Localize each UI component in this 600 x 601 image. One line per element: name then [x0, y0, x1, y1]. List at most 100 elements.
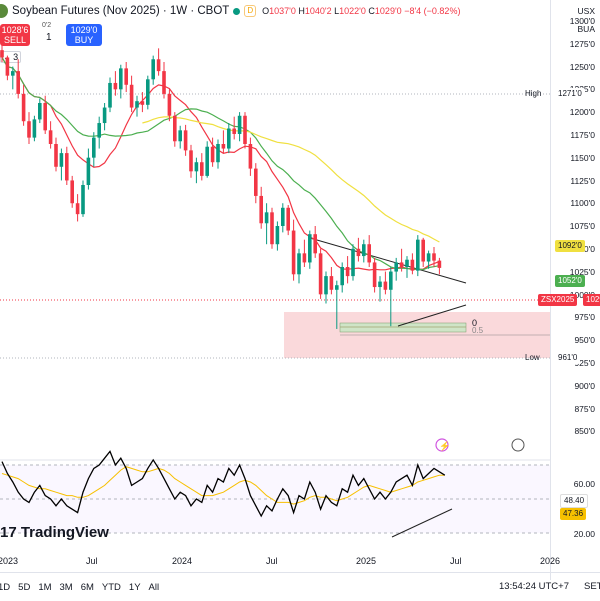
- range-all[interactable]: All: [148, 581, 160, 593]
- candle[interactable]: [27, 121, 31, 138]
- buy-button[interactable]: 1029'0 BUY: [66, 24, 102, 46]
- candle[interactable]: [178, 130, 182, 142]
- clock-label[interactable]: 13:54:24 UTC+7: [499, 581, 569, 592]
- candle[interactable]: [297, 253, 301, 275]
- candle[interactable]: [48, 130, 53, 144]
- range-1d[interactable]: 1D: [0, 581, 11, 593]
- lightning-icon[interactable]: [435, 438, 449, 452]
- candle[interactable]: [318, 253, 323, 295]
- candle[interactable]: [75, 203, 80, 215]
- candle[interactable]: [32, 119, 37, 138]
- sell-button[interactable]: 1028'6 SELL: [0, 24, 30, 46]
- candle[interactable]: [302, 253, 307, 263]
- delayed-badge[interactable]: D: [244, 5, 257, 17]
- candle[interactable]: [151, 59, 155, 80]
- candle[interactable]: [124, 68, 128, 85]
- candle[interactable]: [248, 144, 253, 169]
- candle[interactable]: [113, 82, 118, 90]
- candle[interactable]: [21, 93, 26, 122]
- candle[interactable]: [356, 248, 361, 257]
- candle[interactable]: [362, 244, 366, 257]
- candle[interactable]: [216, 144, 220, 163]
- candle[interactable]: [43, 103, 47, 131]
- settings-label[interactable]: SET: [584, 581, 600, 592]
- candle[interactable]: [167, 93, 172, 116]
- ma-mid-line[interactable]: [1, 57, 440, 271]
- symbol-title[interactable]: Soybean Futures (Nov 2025) · 1W · CBOT: [12, 5, 230, 17]
- candle[interactable]: [351, 248, 355, 277]
- candle[interactable]: [189, 150, 193, 172]
- candle[interactable]: [173, 115, 177, 142]
- candle[interactable]: [102, 107, 107, 124]
- range-3m[interactable]: 3M: [59, 581, 73, 593]
- candle[interactable]: [324, 276, 328, 295]
- candle[interactable]: [308, 234, 312, 263]
- range-5d[interactable]: 5D: [18, 581, 31, 593]
- tradingview-logo[interactable]: 17 TradingView: [0, 524, 109, 541]
- candle[interactable]: [432, 253, 436, 261]
- quantity-field[interactable]: 1: [46, 32, 52, 43]
- candle[interactable]: [378, 281, 382, 288]
- candle[interactable]: [183, 130, 188, 151]
- rsi-line[interactable]: [1, 450, 446, 518]
- candle[interactable]: [270, 212, 274, 245]
- candle[interactable]: [0, 50, 4, 58]
- candle[interactable]: [383, 281, 388, 290]
- candle[interactable]: [426, 253, 431, 262]
- candle[interactable]: [210, 146, 215, 163]
- candle[interactable]: [162, 71, 166, 94]
- candle[interactable]: [221, 144, 226, 149]
- range-ytd[interactable]: YTD: [101, 581, 121, 593]
- calendar-icon[interactable]: [511, 438, 525, 452]
- candle[interactable]: [405, 259, 409, 267]
- time-axis[interactable]: 2023 Jul 2024 Jul 2025 Jul 2026: [0, 550, 600, 572]
- rsi-trendline[interactable]: [391, 508, 453, 538]
- candle[interactable]: [81, 185, 85, 215]
- candle[interactable]: [200, 162, 204, 176]
- candle[interactable]: [437, 260, 442, 268]
- price-chart[interactable]: ⚡: [0, 0, 550, 550]
- candle[interactable]: [97, 123, 101, 138]
- candle[interactable]: [108, 82, 112, 108]
- candle[interactable]: [5, 57, 10, 76]
- candle[interactable]: [329, 276, 334, 290]
- candle[interactable]: [237, 115, 242, 134]
- support-trendline[interactable]: [397, 304, 467, 327]
- candle[interactable]: [119, 68, 123, 90]
- candle[interactable]: [59, 153, 64, 167]
- candle[interactable]: [11, 71, 15, 76]
- candle[interactable]: [243, 115, 247, 144]
- candle[interactable]: [259, 195, 263, 224]
- candle[interactable]: [286, 207, 290, 231]
- currency-label[interactable]: USX: [577, 6, 595, 16]
- candle[interactable]: [313, 234, 317, 254]
- candle[interactable]: [54, 144, 58, 167]
- candle[interactable]: [65, 153, 69, 181]
- price-axis[interactable]: USX BUA 1300'01275'01250'01225'01200'011…: [550, 0, 600, 580]
- candle[interactable]: [394, 262, 398, 272]
- candle[interactable]: [140, 101, 145, 105]
- candle[interactable]: [345, 267, 350, 277]
- range-1y[interactable]: 1Y: [128, 581, 141, 593]
- candle[interactable]: [340, 267, 344, 286]
- candle[interactable]: [335, 285, 339, 290]
- candle[interactable]: [275, 226, 280, 245]
- candle[interactable]: [38, 103, 42, 120]
- candle[interactable]: [194, 162, 199, 172]
- candle[interactable]: [410, 259, 415, 271]
- candle[interactable]: [135, 101, 139, 108]
- range-1m[interactable]: 1M: [38, 581, 52, 593]
- candle[interactable]: [86, 157, 91, 185]
- candle[interactable]: [156, 59, 161, 72]
- candle[interactable]: [367, 244, 371, 263]
- ma-slow-line[interactable]: [142, 116, 440, 243]
- candle[interactable]: [264, 212, 269, 224]
- range-6m[interactable]: 6M: [80, 581, 94, 593]
- candle[interactable]: [389, 271, 393, 290]
- candle[interactable]: [254, 168, 258, 196]
- candle[interactable]: [205, 146, 209, 176]
- candle[interactable]: [421, 239, 425, 262]
- candle[interactable]: [146, 79, 150, 105]
- candle[interactable]: [70, 180, 74, 204]
- candle[interactable]: [232, 128, 236, 134]
